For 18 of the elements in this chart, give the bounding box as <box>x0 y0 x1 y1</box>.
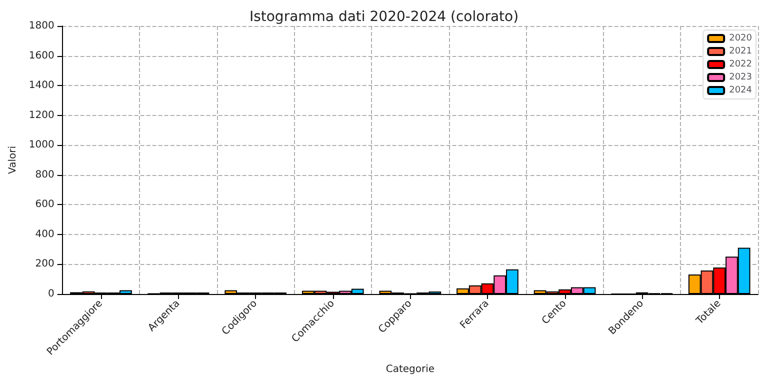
y-tick-label: 200 <box>35 258 54 270</box>
y-tick-label: 0 <box>48 288 54 300</box>
legend-label: 2020 <box>729 34 752 44</box>
legend-label: 2023 <box>729 72 752 82</box>
y-tick-label: 400 <box>35 228 54 240</box>
y-tick-label: 800 <box>35 169 54 180</box>
y-tick-label: 600 <box>35 199 54 210</box>
y-tick-label: 1400 <box>28 80 54 92</box>
chart-title: Istogramma dati 2020-2024 (colorato) <box>249 9 519 25</box>
legend-label: 2021 <box>729 46 752 56</box>
legend-label: 2024 <box>729 86 752 96</box>
y-tick-label: 1800 <box>28 20 54 32</box>
y-tick-label: 1200 <box>28 110 54 121</box>
y-axis-title: Valori <box>8 146 18 174</box>
x-axis-title: Categorie <box>386 364 435 375</box>
legend-label: 2022 <box>729 60 752 70</box>
y-tick-label: 1600 <box>28 50 54 62</box>
y-tick-label: 1000 <box>28 140 54 151</box>
